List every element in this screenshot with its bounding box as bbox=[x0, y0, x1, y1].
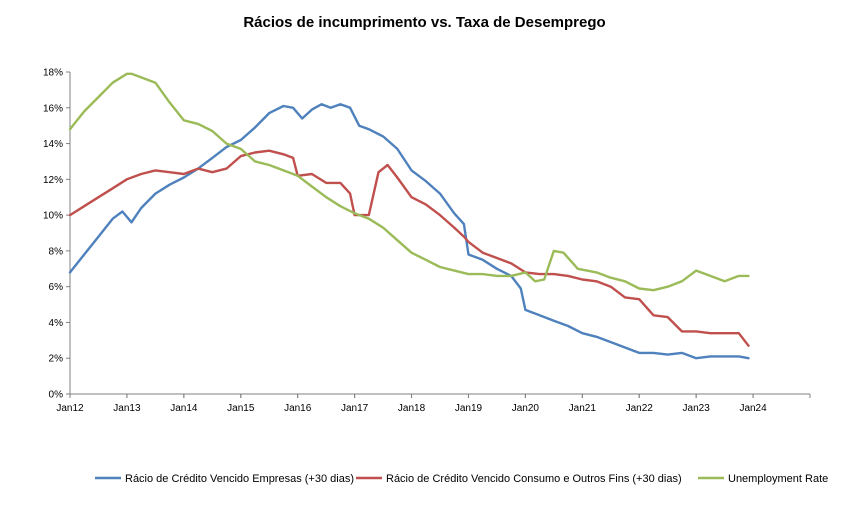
y-tick-label: 8% bbox=[49, 246, 64, 257]
x-tick-label: Jan15 bbox=[227, 403, 255, 414]
y-tick-label: 6% bbox=[49, 282, 64, 293]
plot-area bbox=[69, 72, 810, 395]
series-line-3 bbox=[68, 72, 750, 292]
y-tick-label: 16% bbox=[43, 103, 63, 114]
legend: Rácio de Crédito Vencido Empresas (+30 d… bbox=[95, 473, 828, 485]
x-tick-label: Jan17 bbox=[341, 403, 369, 414]
x-tick-label: Jan19 bbox=[455, 403, 483, 414]
y-axis: 0% 2% 4% 6% 8% 10% 12% 14% 16% 18% bbox=[43, 68, 70, 401]
series-line-2 bbox=[68, 149, 750, 347]
series-layer bbox=[68, 72, 750, 360]
y-tick-label: 18% bbox=[43, 68, 63, 79]
x-tick-label: Jan24 bbox=[739, 403, 767, 414]
y-tick-label: 4% bbox=[49, 318, 64, 329]
chart-title: Rácios de incumprimento vs. Taxa de Dese… bbox=[243, 14, 606, 31]
x-tick-label: Jan16 bbox=[284, 403, 312, 414]
x-tick-label: Jan13 bbox=[113, 403, 141, 414]
x-tick-label: Jan18 bbox=[398, 403, 426, 414]
legend-label: Rácio de Crédito Vencido Empresas (+30 d… bbox=[125, 473, 354, 485]
legend-label: Unemployment Rate bbox=[728, 473, 828, 485]
x-tick-label: Jan23 bbox=[683, 403, 711, 414]
x-tick-label: Jan20 bbox=[512, 403, 540, 414]
y-tick-label: 10% bbox=[43, 211, 63, 222]
y-tick-label: 2% bbox=[49, 354, 64, 365]
legend-label: Rácio de Crédito Vencido Consumo e Outro… bbox=[386, 473, 682, 485]
y-tick-label: 12% bbox=[43, 175, 63, 186]
series-line-1 bbox=[68, 102, 750, 360]
y-tick-label: 0% bbox=[49, 390, 64, 401]
x-axis: Jan12 Jan13 Jan14 Jan15 Jan16 Jan17 Jan18 Jan19… bbox=[56, 394, 811, 414]
x-tick-label: Jan12 bbox=[56, 403, 84, 414]
x-tick-label: Jan22 bbox=[626, 403, 654, 414]
x-tick-label: Jan21 bbox=[569, 403, 597, 414]
y-tick-label: 14% bbox=[43, 139, 63, 150]
x-tick-label: Jan14 bbox=[170, 403, 198, 414]
